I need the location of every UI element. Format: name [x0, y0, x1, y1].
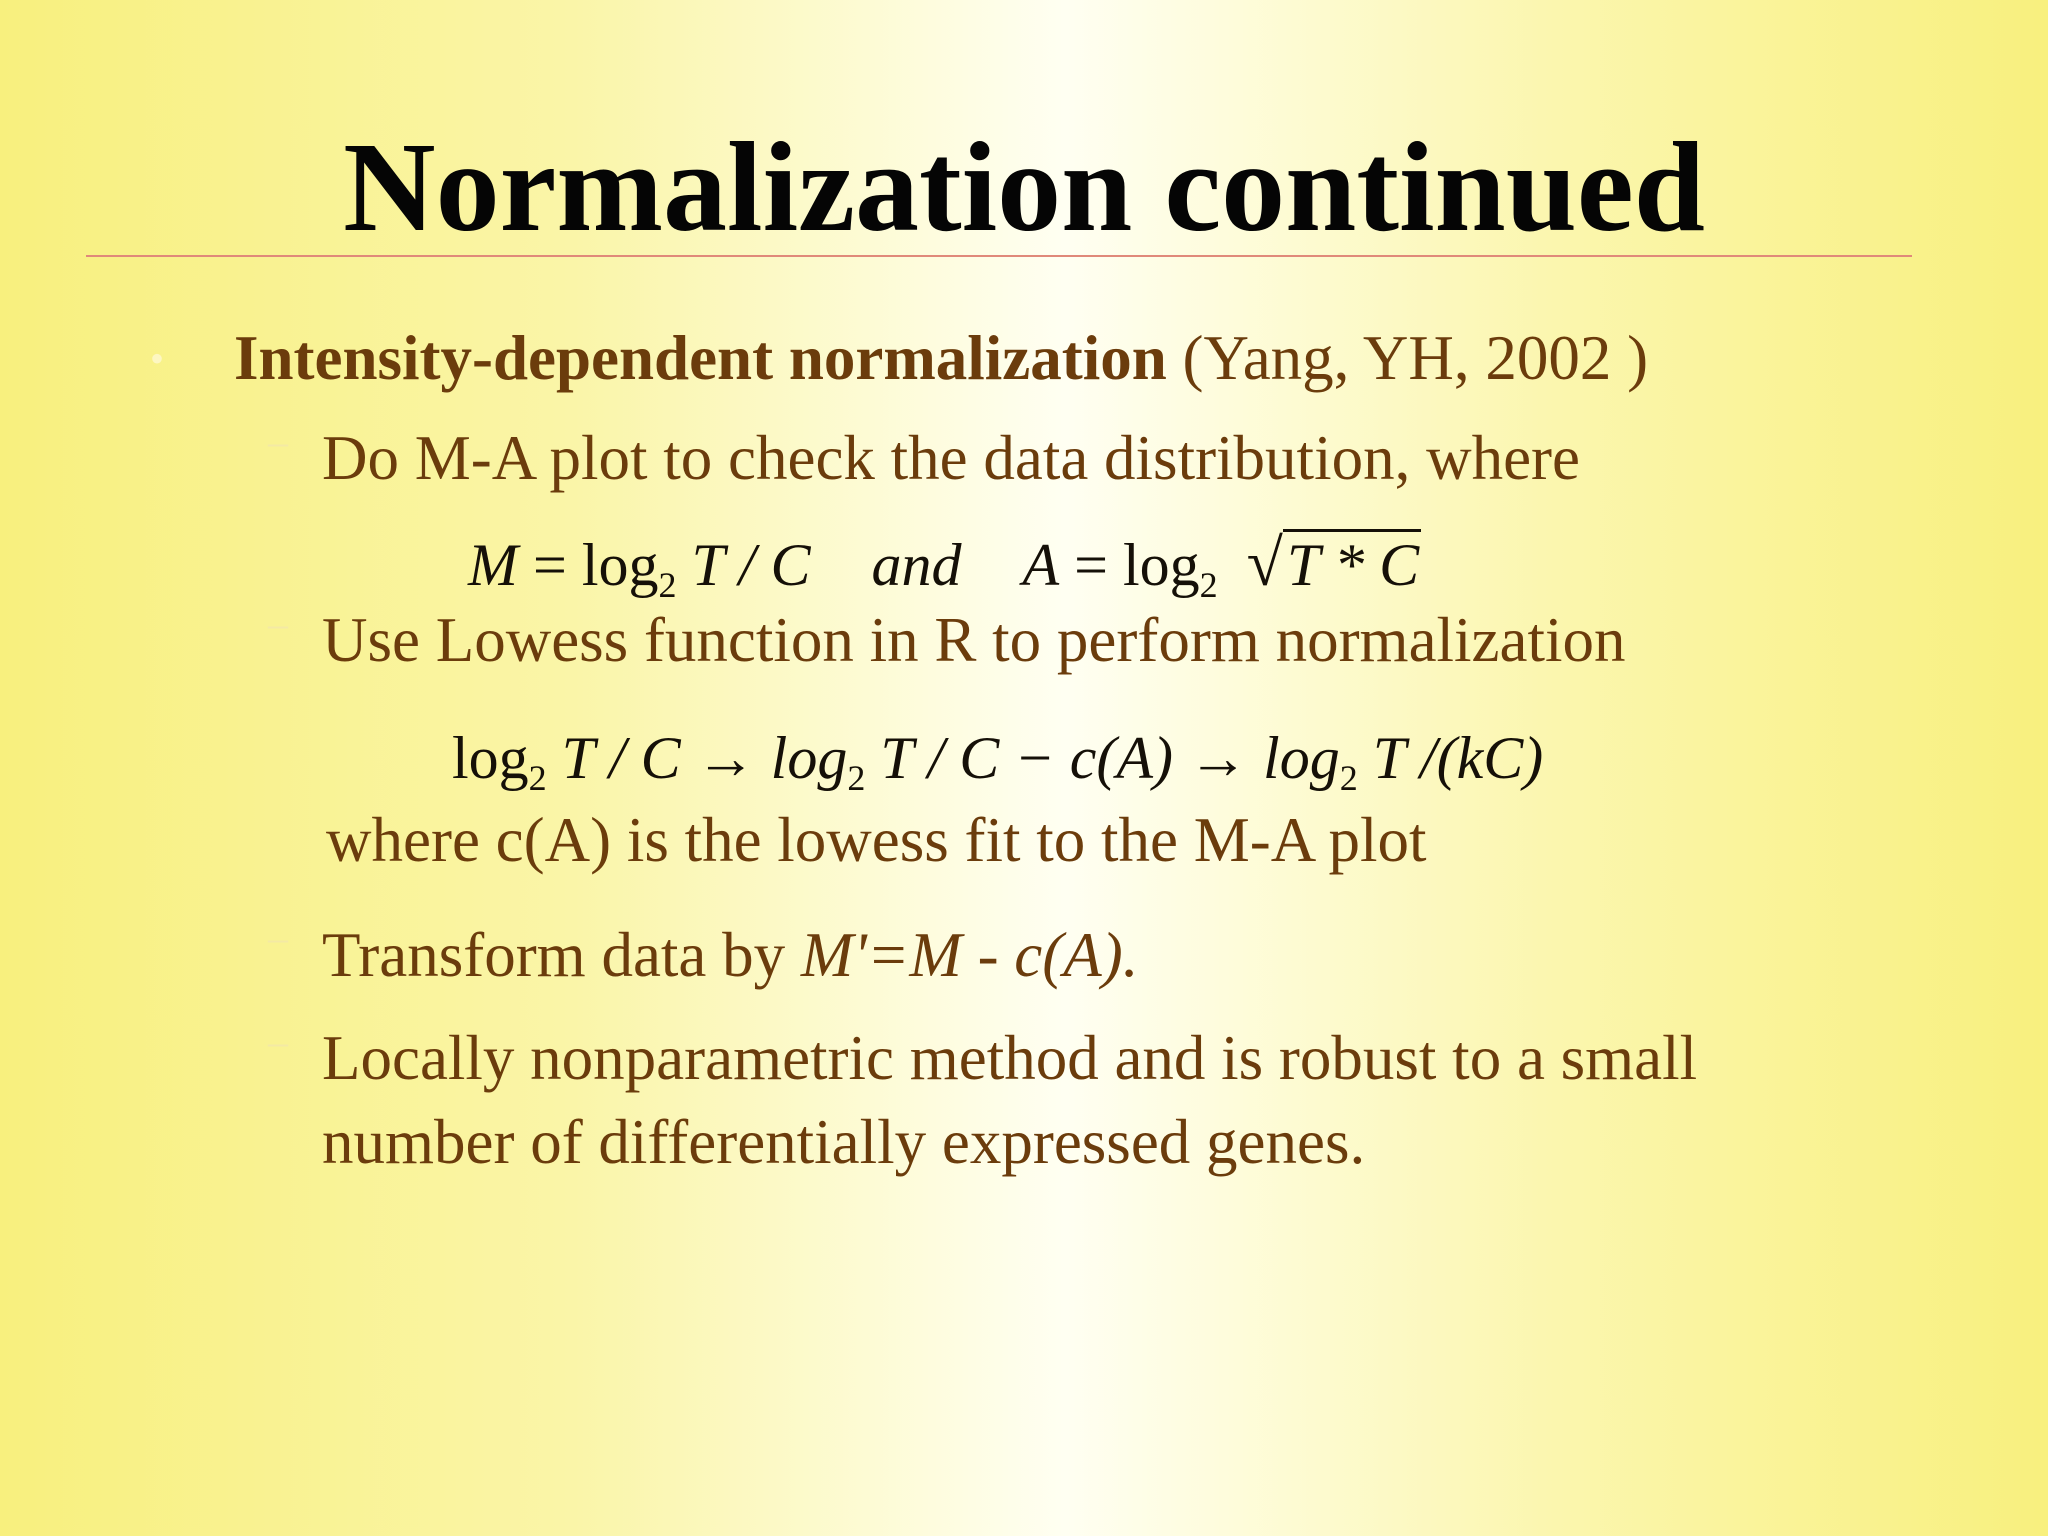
sub-bullet-nonparametric-line1: Locally nonparametric method and is robu…: [322, 1023, 1698, 1093]
title-divider: [86, 255, 1912, 257]
where-lowess-fit: where c(A) is the lowess fit to the M-A …: [326, 805, 1427, 875]
eq-sqrt: √T * C: [1247, 526, 1422, 603]
dash-marker: –: [268, 419, 288, 464]
eq-log-b: = log: [1059, 532, 1200, 598]
bullet-heading: Intensity-dependent normalization: [234, 323, 1167, 393]
eq2-log1: log: [452, 725, 529, 791]
bullet-marker: •: [150, 336, 165, 381]
eq2-sub3: 2: [1339, 758, 1358, 798]
sub-bullet-transform: Transform data by M'=M - c(A).: [322, 913, 1138, 997]
bullet-citation: (Yang, YH, 2002 ): [1166, 323, 1649, 393]
eq2-part3: T /(kC): [1357, 725, 1544, 791]
dash-marker: –: [268, 601, 288, 646]
eq2-sub1: 2: [528, 758, 547, 798]
slide-title: Normalization continued: [343, 116, 1705, 258]
eq2-part1: T / C → log: [546, 725, 848, 791]
eq2-sub2: 2: [847, 758, 866, 798]
sub-bullet-lowess: Use Lowess function in R to perform norm…: [322, 605, 1626, 675]
transform-text: Transform data by: [322, 920, 801, 990]
equation-lowess-transform: log2 T / C → log2 T / C − c(A) → log2 T …: [452, 720, 1543, 796]
eq-and: and: [871, 532, 962, 598]
sqrt-sign: √: [1246, 527, 1283, 600]
bullet-intensity-normalization: Intensity-dependent normalization (Yang,…: [234, 318, 1648, 398]
dash-marker: –: [268, 915, 288, 960]
eq-subscript-b: 2: [1199, 565, 1218, 605]
eq-var-a: A: [1022, 532, 1060, 598]
eq-log: = log: [517, 532, 659, 598]
eq-ratio: T / C: [676, 532, 811, 598]
sub-bullet-ma-plot: Do M-A plot to check the data distributi…: [322, 423, 1580, 493]
eq-subscript: 2: [658, 565, 677, 605]
equation-m-a-definition: M = log2 T / C and A = log2 √T * C: [468, 526, 1422, 605]
sub-bullet-nonparametric-line2: number of differentially expressed genes…: [322, 1107, 1366, 1177]
dash-marker: –: [268, 1019, 288, 1064]
eq2-part2: T / C − c(A) → log: [865, 725, 1340, 791]
eq-radicand: T * C: [1282, 529, 1422, 598]
transform-formula: M'=M - c(A).: [800, 920, 1139, 990]
eq-var-m: M: [468, 532, 518, 598]
